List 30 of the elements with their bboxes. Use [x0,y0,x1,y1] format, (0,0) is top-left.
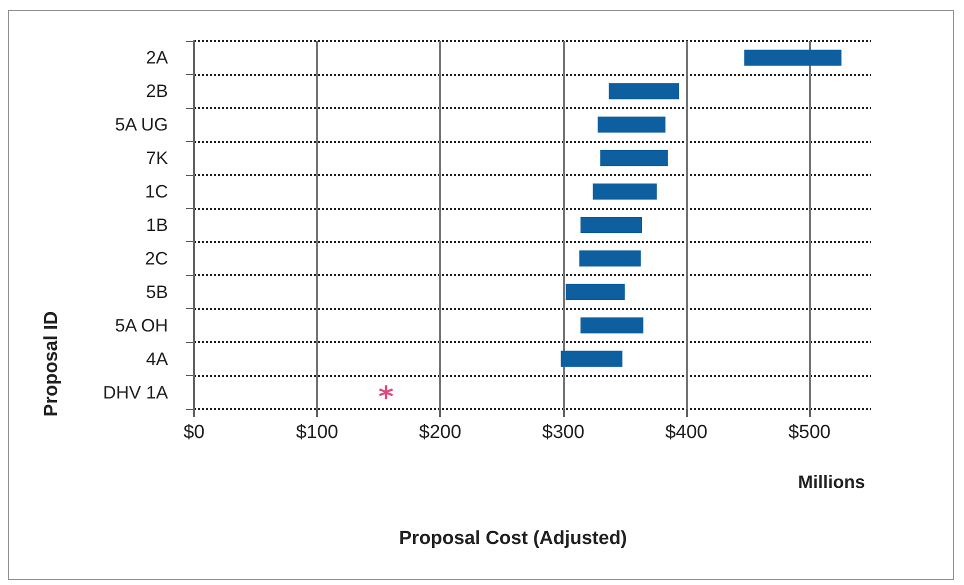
y-tick-label: 4A [146,348,168,369]
bar [600,150,668,166]
bar [579,250,641,266]
x-tick-label: $500 [788,422,831,443]
y-tick-label: 2B [146,81,168,102]
y-tick-label: 1B [146,215,168,235]
y-tick-label: 5B [146,282,168,302]
bar [580,317,644,334]
bar [580,216,642,234]
bar [744,50,842,66]
x-tick-label: $400 [665,422,708,443]
y-tick-label: DHV 1A [102,382,168,402]
y-tick-label: 2C [144,248,168,268]
text: Millions [798,472,865,492]
x-tick-label: $0 [183,422,205,443]
x-tick-label: $300 [542,422,584,443]
bar [560,350,622,367]
y-tick-label: 7K [146,148,168,168]
bar [608,83,679,100]
y-axis-title: Proposal ID [41,311,62,417]
x-tick-label: $200 [419,422,462,443]
x-tick-label: $100 [296,422,338,443]
y-tick-label: 5A OH [114,315,168,336]
x-axis-title: Proposal Cost (Adjusted) [399,528,628,549]
y-tick-label: 2A [146,48,168,68]
bar [598,116,666,133]
bar [592,184,657,200]
y-tick-label: 1C [144,182,168,202]
y-tick-label: 5A UG [114,114,168,135]
bar [566,284,625,300]
